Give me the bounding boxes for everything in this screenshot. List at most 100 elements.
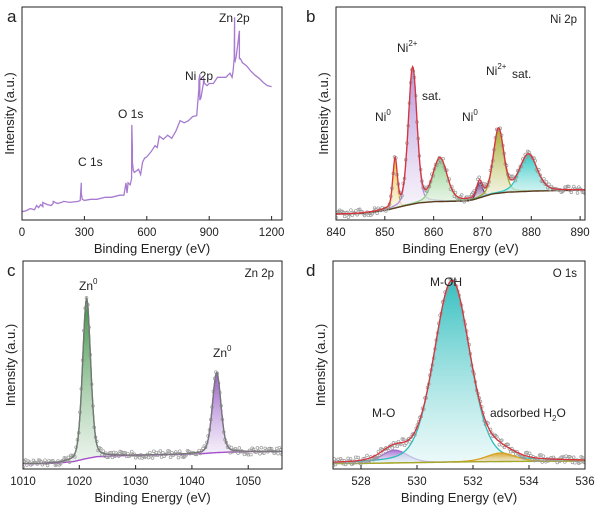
- x-tick-label: 860: [424, 227, 443, 239]
- raw-point: [522, 456, 527, 460]
- peak-fill-2: [333, 280, 585, 464]
- raw-point: [537, 453, 542, 457]
- x-tick-label: 1200: [259, 227, 285, 239]
- annotation-superscript: 2+: [408, 39, 417, 48]
- annotation-text: Ni: [486, 64, 497, 78]
- raw-point: [569, 190, 574, 194]
- peak-annotation: Ni0: [462, 108, 478, 124]
- raw-point: [333, 457, 337, 461]
- raw-point: [102, 454, 107, 458]
- raw-point: [229, 445, 234, 450]
- envelope-line: [336, 65, 585, 215]
- panel-letter: d: [306, 261, 315, 280]
- raw-point: [495, 434, 499, 439]
- peak-annotation: Zn 2p: [219, 11, 250, 25]
- raw-point: [509, 174, 514, 179]
- x-tick-label: 536: [575, 476, 594, 488]
- raw-point: [452, 194, 457, 198]
- envelope-line: [333, 279, 585, 463]
- plot-area: [22, 17, 272, 213]
- peak-fill-6: [446, 154, 585, 202]
- x-ticks: 1010 1020 1030 1040 1050: [10, 465, 261, 488]
- raw-point: [276, 451, 280, 456]
- raw-point: [500, 438, 504, 442]
- raw-point: [377, 453, 382, 458]
- annotation-text: O 1s: [118, 107, 143, 121]
- peak-fill-2: [176, 372, 257, 455]
- annotation-text: M-O: [372, 406, 395, 420]
- raw-point: [333, 462, 338, 467]
- raw-point: [367, 458, 372, 463]
- x-tick-label: 528: [351, 476, 370, 488]
- raw-point: [408, 440, 412, 444]
- raw-point: [249, 452, 253, 457]
- peak-annotation: C 1s: [78, 155, 103, 169]
- x-axis-title: Binding Energy (eV): [94, 241, 210, 256]
- raw-data-points: [336, 68, 585, 220]
- annotation-text: Ni: [397, 41, 408, 55]
- peak-fill-2: [372, 68, 454, 213]
- raw-point: [571, 455, 576, 460]
- annotation-superscript: 2+: [497, 62, 506, 71]
- x-tick-label: 1010: [10, 476, 36, 488]
- survey-line: [22, 17, 272, 213]
- raw-point: [540, 460, 544, 464]
- y-axis-title: Intensity (a.u.): [2, 72, 17, 154]
- raw-point: [375, 211, 379, 216]
- peak-annotation: M-O: [372, 406, 395, 420]
- raw-point: [459, 193, 464, 197]
- raw-data-points: [23, 296, 282, 469]
- raw-point: [409, 435, 413, 439]
- raw-point: [477, 175, 481, 180]
- panel-tag: O 1s: [553, 268, 578, 280]
- plot-area: [23, 296, 282, 469]
- plot-frame: [335, 6, 586, 221]
- raw-point: [255, 446, 260, 450]
- raw-point: [536, 458, 541, 463]
- annotation-tail: O: [557, 406, 566, 420]
- annotation-superscript: 0: [93, 277, 98, 286]
- raw-point: [395, 444, 400, 449]
- raw-point: [148, 450, 152, 455]
- x-axis-title: Binding Energy (eV): [401, 490, 517, 505]
- raw-point: [152, 449, 156, 453]
- x-tick-label: 890: [571, 227, 590, 239]
- raw-point: [547, 182, 551, 187]
- raw-point: [58, 462, 63, 466]
- plot-frame: [332, 260, 586, 470]
- background-line: [336, 189, 585, 215]
- peak-annotation: adsorbed H2O: [490, 406, 566, 423]
- annotation-text: Ni: [375, 110, 386, 124]
- x-ticks: 840 850 860 870 880 890: [326, 216, 590, 239]
- raw-point: [168, 455, 173, 460]
- x-tick-label: 880: [522, 227, 541, 239]
- x-tick-label: 1030: [123, 476, 149, 488]
- x-tick-label: 1040: [179, 476, 205, 488]
- x-tick-label: 530: [407, 476, 426, 488]
- raw-point: [390, 446, 394, 450]
- raw-point: [375, 456, 379, 460]
- raw-point: [466, 198, 470, 203]
- x-tick-label: 532: [463, 476, 482, 488]
- raw-point: [580, 455, 585, 460]
- annotation-text: Zn: [213, 346, 227, 360]
- x-ticks: 0 300 600 900 1200: [19, 216, 285, 239]
- panel-letter: c: [7, 261, 16, 280]
- x-tick-label: 534: [519, 476, 539, 488]
- raw-point: [35, 462, 39, 466]
- peak-fill-4: [452, 182, 507, 202]
- raw-point: [575, 191, 580, 195]
- peak-annotation: Zn0: [79, 277, 98, 293]
- background-line: [333, 460, 585, 465]
- raw-point: [98, 446, 103, 451]
- x-tick-label: 850: [375, 227, 394, 239]
- raw-point: [563, 460, 567, 464]
- raw-point: [365, 453, 369, 458]
- annotation-text: sat.: [422, 89, 441, 103]
- annotation-subscript: 2: [552, 414, 557, 423]
- y-axis-title: Intensity (a.u.): [316, 72, 331, 154]
- raw-point: [381, 451, 386, 455]
- raw-point: [356, 455, 360, 460]
- raw-point: [259, 445, 264, 450]
- peak-annotation: sat.: [512, 67, 531, 81]
